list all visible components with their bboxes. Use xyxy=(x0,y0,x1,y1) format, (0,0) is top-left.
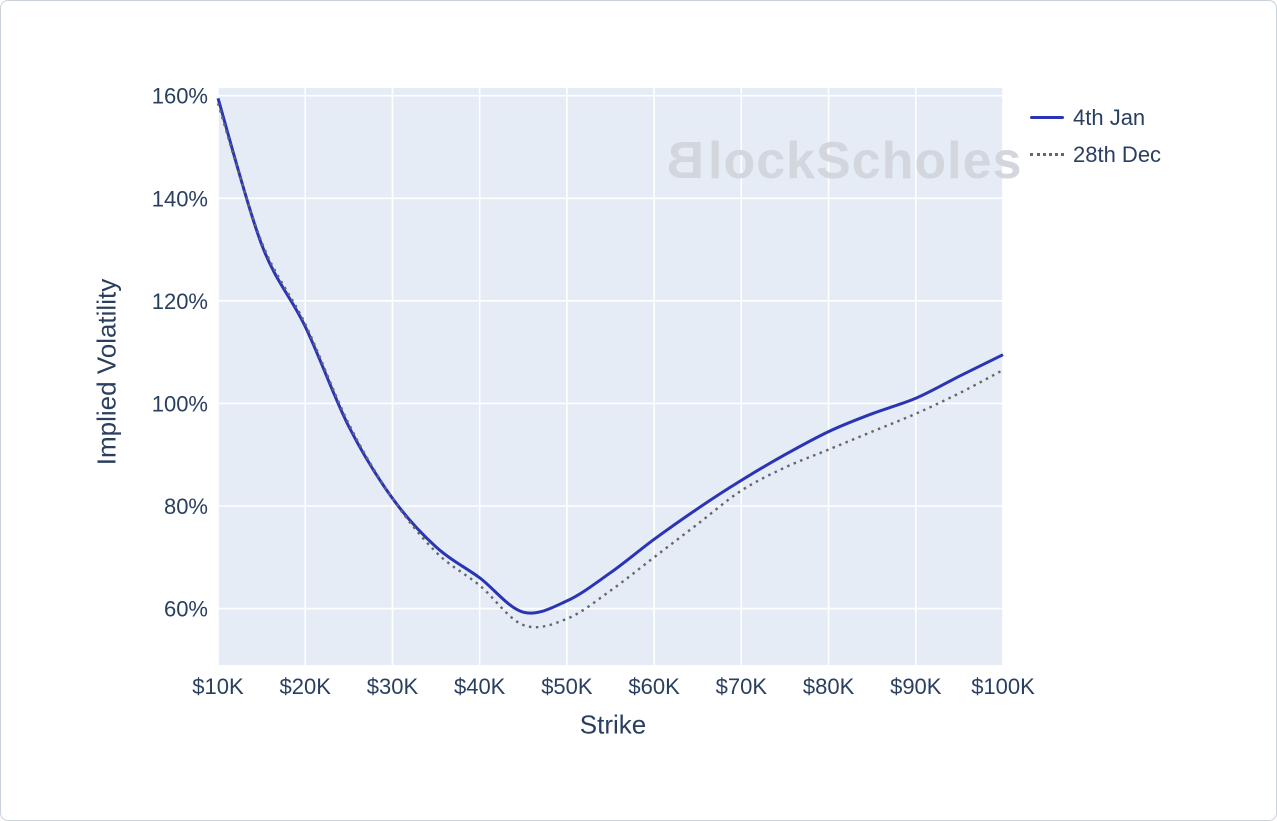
legend-item-28th-dec[interactable]: 28th Dec xyxy=(1030,136,1161,173)
y-tick-label: 120% xyxy=(152,289,208,314)
x-tick-label: $100K xyxy=(971,674,1035,699)
blockscholes-watermark: lockScholes xyxy=(708,132,1022,190)
y-tick-label: 160% xyxy=(152,84,208,109)
legend-label: 4th Jan xyxy=(1073,104,1146,130)
x-tick-label: $80K xyxy=(803,674,855,699)
y-tick-label: 60% xyxy=(164,597,208,622)
legend-label: 28th Dec xyxy=(1073,141,1162,167)
x-tick-label: $40K xyxy=(454,674,506,699)
x-tick-label: $90K xyxy=(890,674,942,699)
legend: 4th Jan 28th Dec xyxy=(1030,99,1161,173)
x-tick-label: $50K xyxy=(541,674,593,699)
legend-solid-line-swatch xyxy=(1030,116,1064,119)
x-axis-title: Strike xyxy=(579,709,647,740)
y-tick-label: 100% xyxy=(152,391,208,416)
x-tick-label: $60K xyxy=(628,674,680,699)
series-line-28th-dec[interactable] xyxy=(216,103,1004,629)
y-tick-label: 80% xyxy=(164,494,208,519)
legend-item-4th-jan[interactable]: 4th Jan xyxy=(1030,99,1161,136)
y-tick-label: 140% xyxy=(152,186,208,211)
x-tick-label: $30K xyxy=(367,674,419,699)
legend-dotted-line-swatch xyxy=(1030,153,1064,156)
x-tick-label: $20K xyxy=(280,674,332,699)
blockscholes-logo-mark-icon: B xyxy=(665,132,704,190)
y-axis-title: Implied Volatility xyxy=(91,278,122,466)
plot-area[interactable] xyxy=(218,88,1003,665)
x-tick-label: $70K xyxy=(716,674,768,699)
x-tick-label: $10K xyxy=(192,674,244,699)
